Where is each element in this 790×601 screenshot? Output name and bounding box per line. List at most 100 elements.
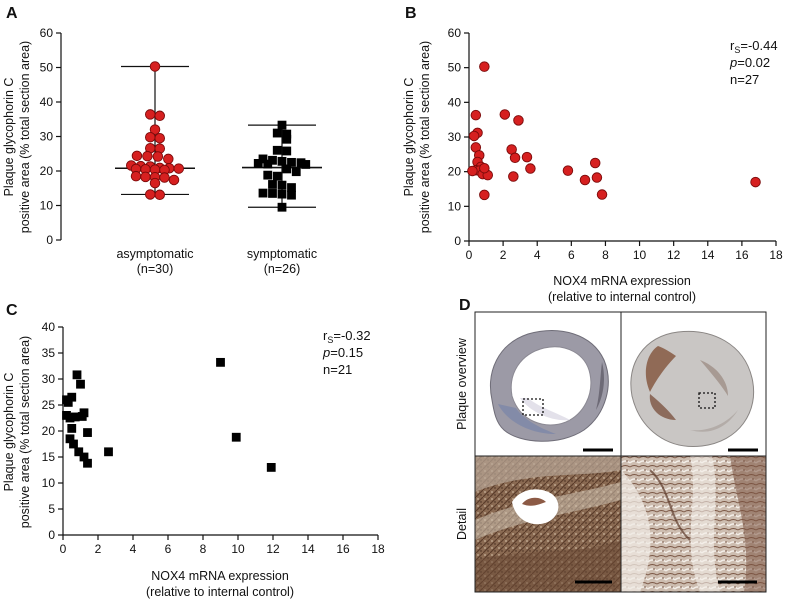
panel-b-p-stat: p=0.02 xyxy=(729,55,770,70)
panel-a-ylabel-line2: positive area (% total section area) xyxy=(18,41,32,233)
panel-a-symptomatic-point xyxy=(263,170,273,180)
panel-letter-c: C xyxy=(6,302,18,319)
panel-c-y-tick-label: 20 xyxy=(42,424,56,438)
panel-c-x-tick-label: 10 xyxy=(231,542,245,556)
panel-c-x-tick-label: 12 xyxy=(266,542,280,556)
panel-b-xlabel-line1: NOX4 mRNA expression xyxy=(553,274,691,288)
panel-letter-a: A xyxy=(6,5,18,22)
panel-c-point xyxy=(67,392,77,402)
panel-c-x-tick-label: 16 xyxy=(336,542,350,556)
panel-c-point xyxy=(231,432,241,442)
panel-b-point xyxy=(579,174,591,186)
panel-a-y-tick-label: 50 xyxy=(40,61,54,75)
panel-a-asymptomatic-point xyxy=(131,150,143,162)
panel-c-axes: 0 5 10 15 20 25 30 35 40 0 2 4 6 8 10 12 14 16 18 xyxy=(42,320,385,556)
panel-b-point xyxy=(750,176,761,188)
panel-b-x-tick-label: 4 xyxy=(534,248,541,262)
panel-a-symptomatic-point xyxy=(277,189,287,199)
panel-c-point xyxy=(63,398,73,407)
panel-a-asymptomatic-point xyxy=(152,151,164,162)
detail-symptomatic-image xyxy=(621,456,766,592)
panel-b-x-tick-label: 16 xyxy=(735,248,749,262)
panel-b-point xyxy=(525,163,536,174)
panel-c-point xyxy=(216,357,225,367)
panel-a-asymptomatic-point xyxy=(154,189,165,201)
panel-b-point xyxy=(479,162,490,174)
panel-a-marks xyxy=(115,61,322,212)
panel-a-asymptomatic-point xyxy=(140,171,151,183)
detail-asymptomatic-image xyxy=(475,456,621,592)
panel-a-symptomatic-point xyxy=(263,159,273,169)
panel-a-symptomatic-point xyxy=(272,128,282,138)
panel-a-y-tick-label: 0 xyxy=(46,233,53,247)
panel-b-point xyxy=(513,115,524,126)
panel-c-y-tick-label: 10 xyxy=(42,476,56,490)
panel-c-xlabel-line2: (relative to internal control) xyxy=(146,585,294,599)
panel-a-symptomatic-point xyxy=(272,171,282,181)
panel-c-y-tick-label: 25 xyxy=(42,398,56,412)
panel-b-point xyxy=(589,157,601,169)
panel-b-point xyxy=(509,152,521,164)
panel-c-point xyxy=(76,379,85,389)
panel-a-category-label: asymptomatic xyxy=(116,247,193,261)
panel-c-point xyxy=(69,439,78,449)
panel-a-asymptomatic-point xyxy=(144,109,156,120)
panel-a-y-tick-label: 40 xyxy=(40,95,54,109)
panel-a-ylabel-line1: Plaque glycophorin C xyxy=(2,78,16,197)
panel-b-x-tick-label: 6 xyxy=(568,248,575,262)
panel-a-asymptomatic-point xyxy=(142,150,153,162)
panel-c-scatter: 0 5 10 15 20 25 30 35 40 0 2 4 6 8 10 12 14 16 18 Plaque g… xyxy=(2,320,385,599)
panel-b-y-tick-label: 0 xyxy=(454,234,461,248)
panel-a-y-tick-label: 20 xyxy=(40,164,54,178)
panel-a-symptomatic-point xyxy=(282,134,292,144)
panel-a-asymptomatic-point xyxy=(130,170,142,182)
panel-c-ylabel-line2: positive area (% total section area) xyxy=(18,336,32,528)
panel-a-asymptomatic-point xyxy=(149,61,161,72)
panel-c-point xyxy=(67,424,77,433)
panel-b-x-tick-label: 10 xyxy=(633,248,647,262)
panel-a-symptomatic-point xyxy=(277,202,287,212)
panel-a-symptomatic-point xyxy=(277,180,287,190)
panel-letter-b: B xyxy=(405,5,417,22)
panel-b-y-tick-label: 20 xyxy=(448,165,462,179)
panel-b-point xyxy=(521,151,533,163)
panel-b-ylabel-line1: Plaque glycophorin C xyxy=(402,78,416,197)
panel-c-x-tick-label: 0 xyxy=(60,542,67,556)
panel-c-point xyxy=(77,412,87,421)
panel-c-x-tick-label: 4 xyxy=(130,542,137,556)
panel-b-point xyxy=(468,130,480,142)
panel-a-symptomatic-point xyxy=(282,164,292,174)
panel-a-symptomatic-point xyxy=(287,183,296,192)
panel-c-point xyxy=(65,413,75,423)
panel-c-points xyxy=(62,357,276,472)
panel-b-y-tick-label: 30 xyxy=(448,130,462,144)
overview-asymptomatic-image xyxy=(475,312,621,456)
panel-a-symptomatic-point xyxy=(282,129,292,139)
panel-b-scatter: 0 10 20 30 40 50 60 0 2 4 6 8 10 12 14 16 18 Plaque glyc… xyxy=(402,26,783,304)
overview-symptomatic-detail-box xyxy=(698,392,716,409)
panel-d-row-label-detail: Detail xyxy=(455,508,469,540)
panel-b-point xyxy=(562,165,574,176)
panel-a-category-label: (n=30) xyxy=(137,262,173,276)
panel-b-points xyxy=(467,61,761,201)
panel-c-y-tick-label: 0 xyxy=(48,528,55,542)
panel-a-asymptomatic-point xyxy=(154,132,165,144)
panel-c-rs-stat: rS=-0.32 xyxy=(323,328,371,345)
panel-c-x-tick-label: 6 xyxy=(165,542,172,556)
panel-a-symptomatic-point xyxy=(282,146,292,156)
panel-b-x-tick-label: 8 xyxy=(602,248,609,262)
panel-a-asymptomatic-point xyxy=(149,177,161,189)
panel-a-symptomatic-point xyxy=(258,188,268,198)
panel-a-symptomatic-point xyxy=(277,120,287,130)
panel-a-symptomatic-point xyxy=(258,154,268,164)
panel-b-rs-stat: rS=-0.44 xyxy=(730,38,778,55)
panel-b-x-tick-label: 12 xyxy=(667,248,681,262)
panel-c-y-tick-label: 35 xyxy=(42,346,56,360)
panel-b-n-stat: n=27 xyxy=(730,72,759,87)
panel-b-point xyxy=(479,61,490,72)
panel-c-point xyxy=(74,447,84,457)
panel-c-p-stat: p=0.15 xyxy=(322,345,363,360)
panel-b-point xyxy=(479,189,490,201)
panel-c-point xyxy=(65,434,75,444)
panel-a-symptomatic-point xyxy=(268,189,277,198)
